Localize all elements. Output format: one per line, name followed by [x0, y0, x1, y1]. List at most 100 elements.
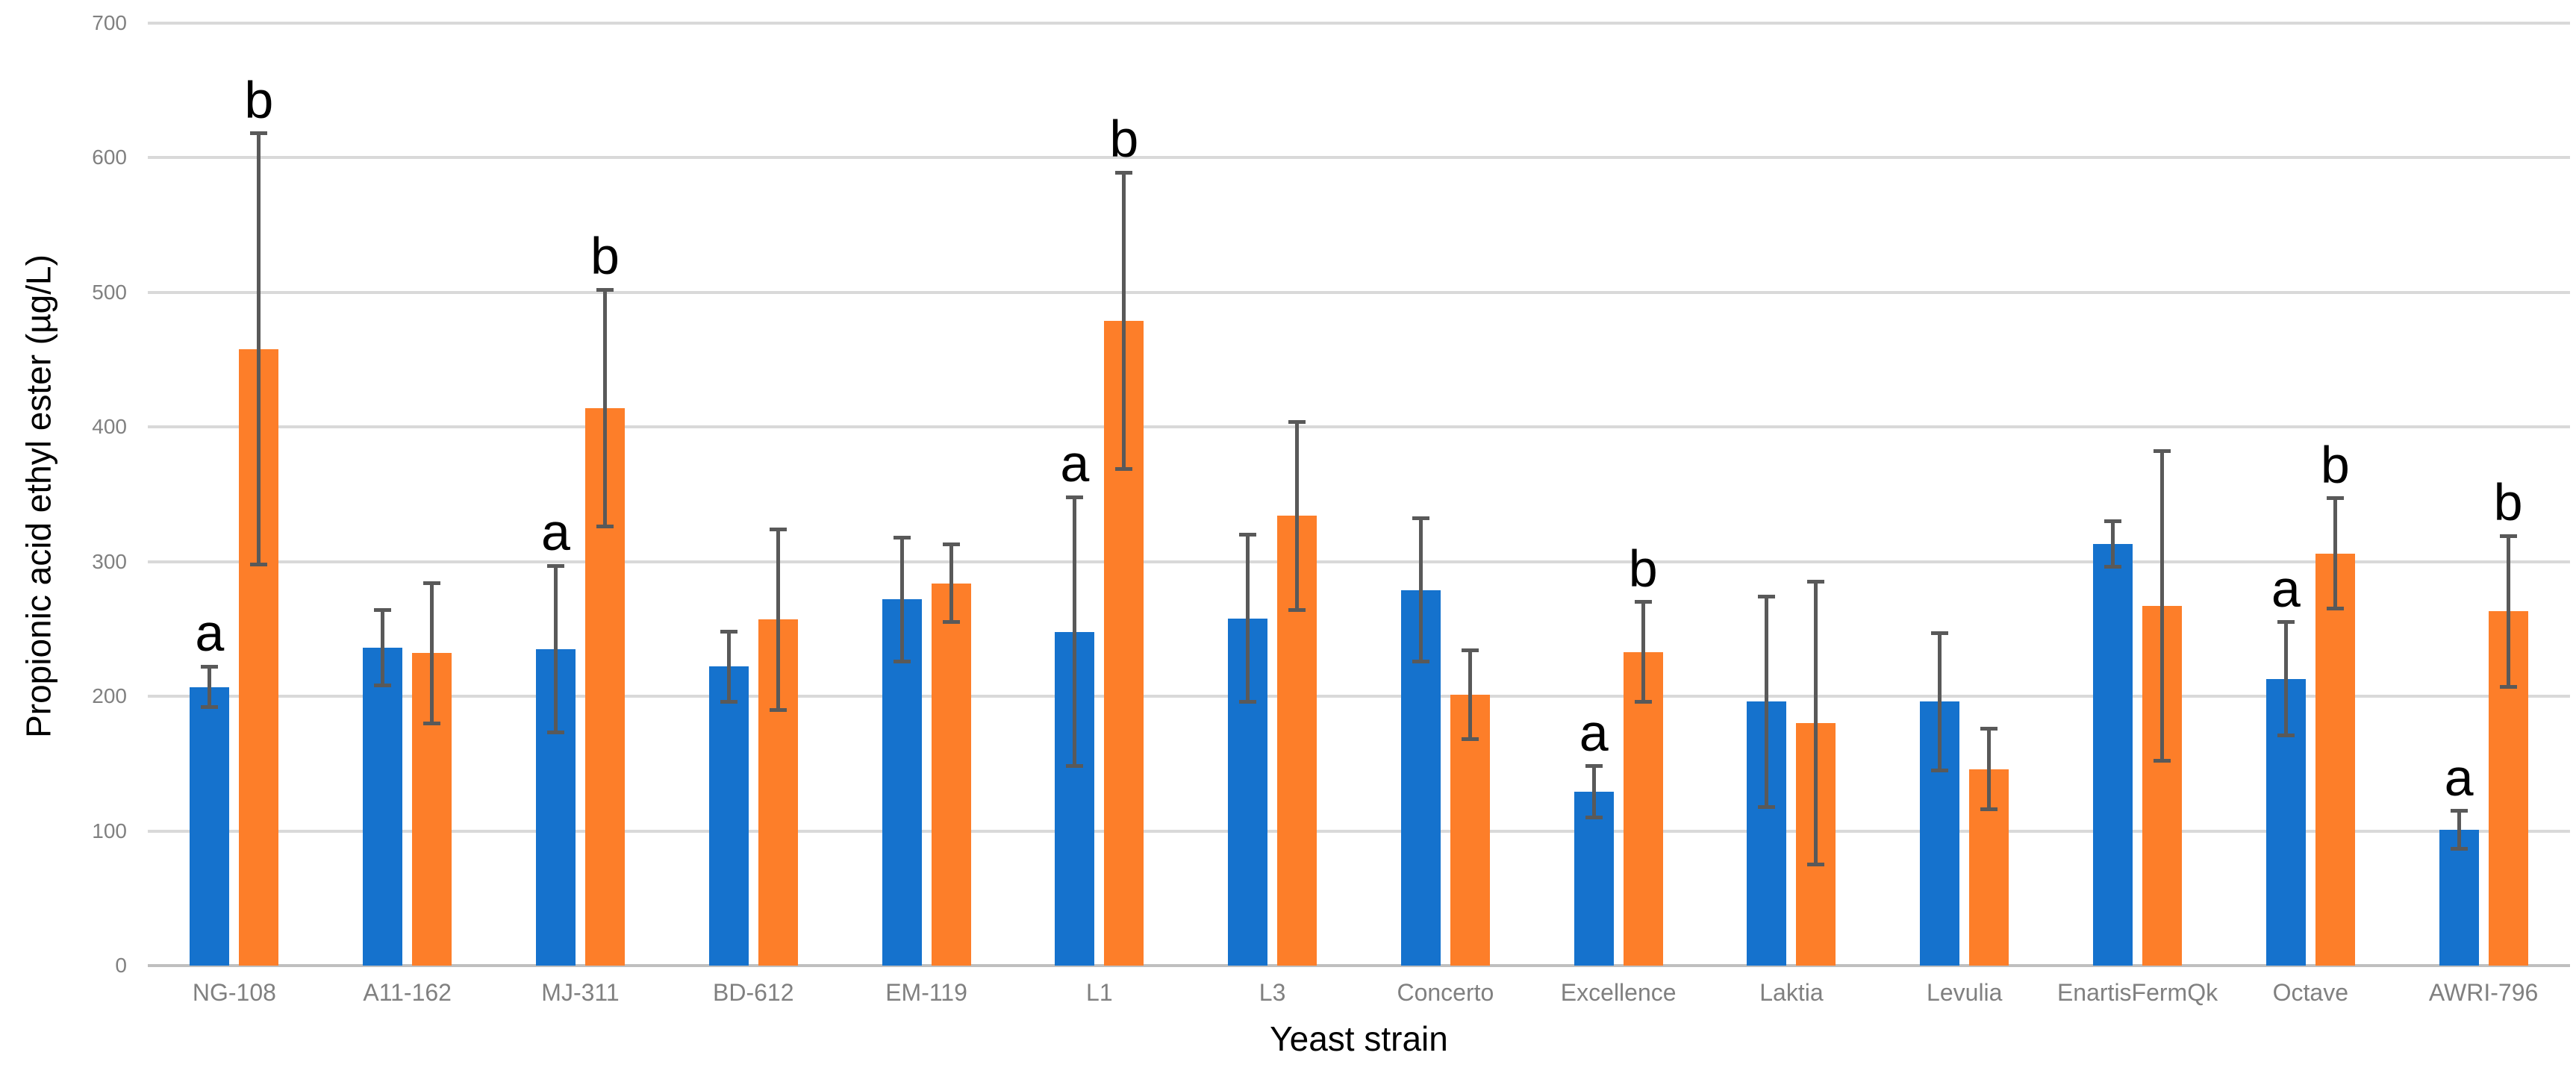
- category-label-L1: L1: [1086, 979, 1113, 1006]
- y-tick-label-200: 200: [92, 684, 127, 708]
- bar-blue-Excellence: [1574, 792, 1614, 966]
- error-bar-cap-bottom-blue-EM-119: [893, 659, 911, 663]
- gridline-100: [148, 829, 2570, 833]
- error-bar-cap-bottom-orange-Laktia: [1807, 863, 1825, 867]
- error-bar-cap-bottom-blue-MJ-311: [546, 731, 564, 735]
- category-label-EnartisFermQk: EnartisFermQk: [2056, 979, 2218, 1006]
- category-label-Laktia: Laktia: [1759, 979, 1824, 1006]
- error-bar-cap-top-blue-EnartisFermQk: [2104, 519, 2122, 524]
- error-bar-stem-blue-Concerto: [1418, 518, 1423, 662]
- significance-letter-a-Excellence: a: [1579, 703, 1609, 762]
- x-axis-title: Yeast strain: [1270, 1019, 1448, 1058]
- error-bar-cap-bottom-orange-L1: [1115, 466, 1133, 471]
- error-bar-cap-bottom-orange-L3: [1288, 608, 1306, 613]
- category-label-A11-162: A11-162: [363, 979, 452, 1006]
- error-bar-cap-bottom-blue-L1: [1066, 764, 1084, 769]
- category-label-EM-119: EM-119: [885, 979, 967, 1006]
- error-bar-cap-top-orange-Octave: [2326, 496, 2344, 501]
- error-bar-cap-top-orange-NG-108: [250, 131, 268, 136]
- error-bar-cap-bottom-orange-Excellence: [1634, 699, 1652, 704]
- significance-letter-a-Octave: a: [2271, 559, 2301, 618]
- error-bar-cap-top-orange-L3: [1288, 419, 1306, 424]
- bar-blue-AWRI-796: [2439, 829, 2479, 966]
- error-bar-stem-blue-A11-162: [381, 610, 385, 686]
- error-bar-cap-top-orange-BD-612: [769, 527, 787, 531]
- error-bar-cap-top-blue-MJ-311: [546, 563, 564, 568]
- bar-blue-NG-108: [190, 687, 230, 966]
- error-bar-cap-bottom-blue-EnartisFermQk: [2104, 565, 2122, 569]
- error-bar-cap-bottom-blue-NG-108: [201, 705, 219, 710]
- significance-letter-b-NG-108: b: [244, 70, 274, 129]
- error-bar-cap-top-blue-Octave: [2277, 620, 2295, 625]
- error-bar-cap-top-blue-AWRI-796: [2450, 809, 2468, 813]
- category-label-Excellence: Excellence: [1560, 979, 1677, 1006]
- category-label-NG-108: NG-108: [192, 979, 276, 1006]
- category-label-Octave: Octave: [2272, 979, 2348, 1006]
- error-bar-cap-bottom-blue-AWRI-796: [2450, 846, 2468, 851]
- gridline-700: [148, 22, 2570, 25]
- error-bar-stem-blue-Laktia: [1765, 596, 1769, 807]
- error-bar-stem-orange-BD-612: [776, 529, 780, 710]
- gridline-300: [148, 560, 2570, 563]
- error-bar-cap-top-orange-A11-162: [423, 581, 441, 586]
- y-tick-label-300: 300: [92, 549, 127, 573]
- category-label-Levulia: Levulia: [1927, 979, 2003, 1006]
- y-tick-label-400: 400: [92, 415, 127, 439]
- x-axis-line: [148, 964, 2570, 967]
- error-bar-stem-blue-Excellence: [1591, 766, 1596, 818]
- error-bar-cap-bottom-orange-BD-612: [769, 707, 787, 712]
- error-bar-stem-blue-Octave: [2283, 622, 2288, 736]
- error-bar-cap-top-blue-L1: [1066, 495, 1084, 499]
- bar-orange-EM-119: [931, 583, 971, 966]
- error-bar-stem-orange-Concerto: [1468, 650, 1472, 739]
- error-bar-cap-top-blue-NG-108: [201, 664, 219, 669]
- error-bar-cap-top-orange-L1: [1115, 170, 1133, 175]
- significance-letter-b-Excellence: b: [1628, 539, 1658, 598]
- y-tick-label-100: 100: [92, 819, 127, 842]
- error-bar-cap-bottom-blue-Concerto: [1412, 659, 1429, 663]
- category-label-BD-612: BD-612: [713, 979, 794, 1006]
- gridline-400: [148, 425, 2570, 429]
- error-bar-cap-top-blue-EM-119: [893, 535, 911, 540]
- error-bar-cap-bottom-orange-EM-119: [942, 620, 960, 625]
- error-bar-stem-orange-Octave: [2333, 498, 2337, 609]
- error-bar-stem-orange-Excellence: [1641, 601, 1645, 702]
- error-bar-cap-top-blue-Levulia: [1931, 631, 1949, 635]
- significance-letter-a-MJ-311: a: [540, 503, 570, 562]
- error-bar-cap-top-blue-Excellence: [1585, 764, 1603, 769]
- gridline-600: [148, 156, 2570, 160]
- category-label-AWRI-796: AWRI-796: [2428, 979, 2539, 1006]
- error-bar-cap-top-blue-BD-612: [720, 630, 737, 634]
- y-tick-label-700: 700: [92, 11, 127, 34]
- error-bar-cap-top-orange-Laktia: [1807, 580, 1825, 584]
- bar-blue-BD-612: [708, 666, 749, 966]
- error-bar-cap-bottom-orange-Concerto: [1461, 737, 1479, 742]
- error-bar-stem-blue-NG-108: [208, 666, 212, 707]
- error-bar-stem-orange-NG-108: [257, 133, 261, 565]
- error-bar-stem-blue-MJ-311: [553, 566, 558, 733]
- error-bar-cap-top-orange-MJ-311: [596, 287, 614, 292]
- gridline-200: [148, 695, 2570, 698]
- error-bar-cap-bottom-blue-BD-612: [720, 699, 737, 704]
- error-bar-cap-bottom-orange-AWRI-796: [2499, 685, 2517, 689]
- error-bar-cap-top-orange-Levulia: [1980, 726, 1998, 731]
- gridline-500: [148, 290, 2570, 294]
- error-bar-cap-bottom-blue-L3: [1239, 699, 1257, 704]
- significance-letter-a-NG-108: a: [195, 604, 225, 663]
- error-bar-cap-bottom-orange-A11-162: [423, 721, 441, 725]
- error-bar-stem-orange-L1: [1122, 172, 1126, 469]
- error-bar-cap-top-orange-Excellence: [1634, 600, 1652, 604]
- bar-blue-A11-162: [363, 648, 403, 966]
- category-label-Concerto: Concerto: [1397, 979, 1494, 1006]
- error-bar-stem-orange-MJ-311: [602, 290, 607, 527]
- error-bar-cap-top-orange-AWRI-796: [2499, 534, 2517, 538]
- error-bar-cap-bottom-orange-Levulia: [1980, 807, 1998, 812]
- bar-orange-Excellence: [1623, 651, 1663, 966]
- error-bar-stem-blue-L1: [1073, 497, 1077, 766]
- error-bar-stem-orange-L3: [1295, 422, 1300, 610]
- error-bar-stem-orange-Levulia: [1987, 728, 1992, 810]
- error-bar-cap-bottom-orange-MJ-311: [596, 525, 614, 529]
- error-bar-cap-top-blue-L3: [1239, 533, 1257, 537]
- y-tick-label-500: 500: [92, 280, 127, 304]
